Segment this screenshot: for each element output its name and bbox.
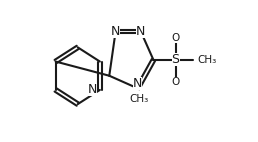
Text: N: N	[136, 25, 146, 38]
Text: N: N	[133, 77, 142, 90]
Text: N: N	[111, 25, 120, 38]
Text: CH₃: CH₃	[198, 55, 217, 65]
Text: N: N	[87, 83, 97, 96]
Text: O: O	[171, 77, 180, 87]
Text: CH₃: CH₃	[130, 94, 149, 104]
Text: S: S	[172, 53, 180, 66]
Text: O: O	[171, 33, 180, 43]
